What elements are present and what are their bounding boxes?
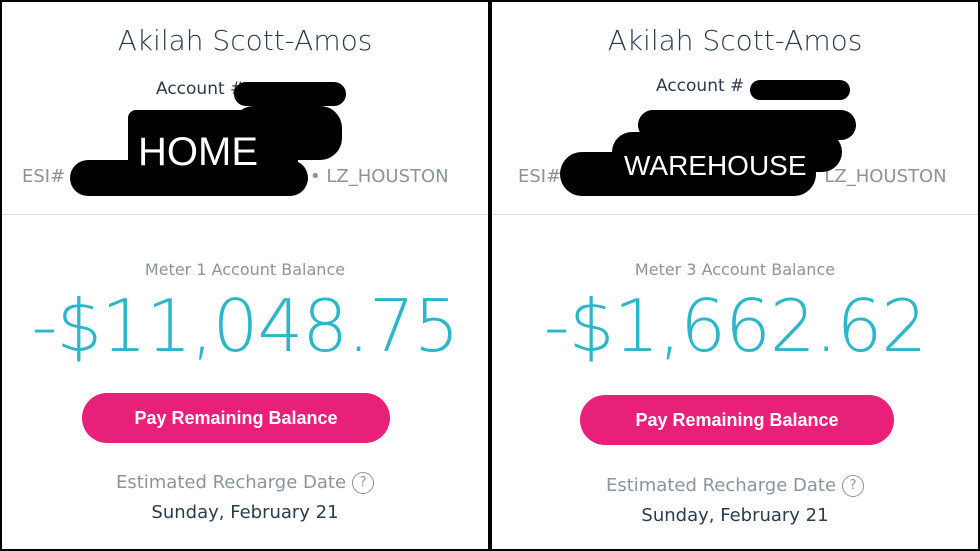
meter-balance-label: Meter 3 Account Balance	[634, 260, 836, 279]
load-zone: • LZ_HOUSTON	[310, 166, 449, 187]
load-zone: • LZ_HOUSTON	[808, 166, 947, 187]
divider	[492, 214, 978, 215]
account-number-label: Account #	[656, 76, 745, 96]
customer-name: Akilah Scott-Amos	[607, 24, 863, 57]
esi-label: ESI#	[518, 166, 562, 187]
help-icon[interactable]: ?	[842, 475, 865, 497]
customer-name: Akilah Scott-Amos	[117, 24, 373, 57]
recharge-label: Estimated Recharge Date	[115, 472, 347, 493]
recharge-label: Estimated Recharge Date	[605, 475, 837, 496]
estimated-recharge-row: Estimated Recharge Date?	[2, 472, 488, 494]
account-balance: -$1,662.62	[543, 284, 927, 368]
redaction-scribble	[750, 80, 850, 100]
redaction-label: HOME	[138, 130, 258, 174]
account-balance: -$11,048.75	[31, 284, 459, 368]
help-icon[interactable]: ?	[352, 472, 375, 494]
warehouse-account-panel: Akilah Scott-Amos Account # ESI# • LZ_HO…	[492, 2, 978, 549]
redaction-scribble	[560, 152, 816, 196]
meter-balance-label: Meter 1 Account Balance	[144, 260, 346, 279]
pay-remaining-balance-button[interactable]: Pay Remaining Balance	[82, 393, 390, 443]
pay-remaining-balance-button[interactable]: Pay Remaining Balance	[580, 395, 894, 445]
recharge-date: Sunday, February 21	[641, 505, 829, 526]
recharge-date: Sunday, February 21	[151, 502, 339, 523]
account-number-label: Account #	[156, 79, 245, 99]
redaction-scribble	[234, 82, 346, 106]
home-account-panel: Akilah Scott-Amos Account # ESI# • LZ_HO…	[2, 2, 488, 549]
redaction-label: WAREHOUSE	[624, 150, 807, 181]
redaction-box	[128, 110, 298, 190]
esi-label: ESI#	[22, 166, 66, 187]
divider	[2, 214, 488, 215]
estimated-recharge-row: Estimated Recharge Date?	[492, 475, 978, 497]
